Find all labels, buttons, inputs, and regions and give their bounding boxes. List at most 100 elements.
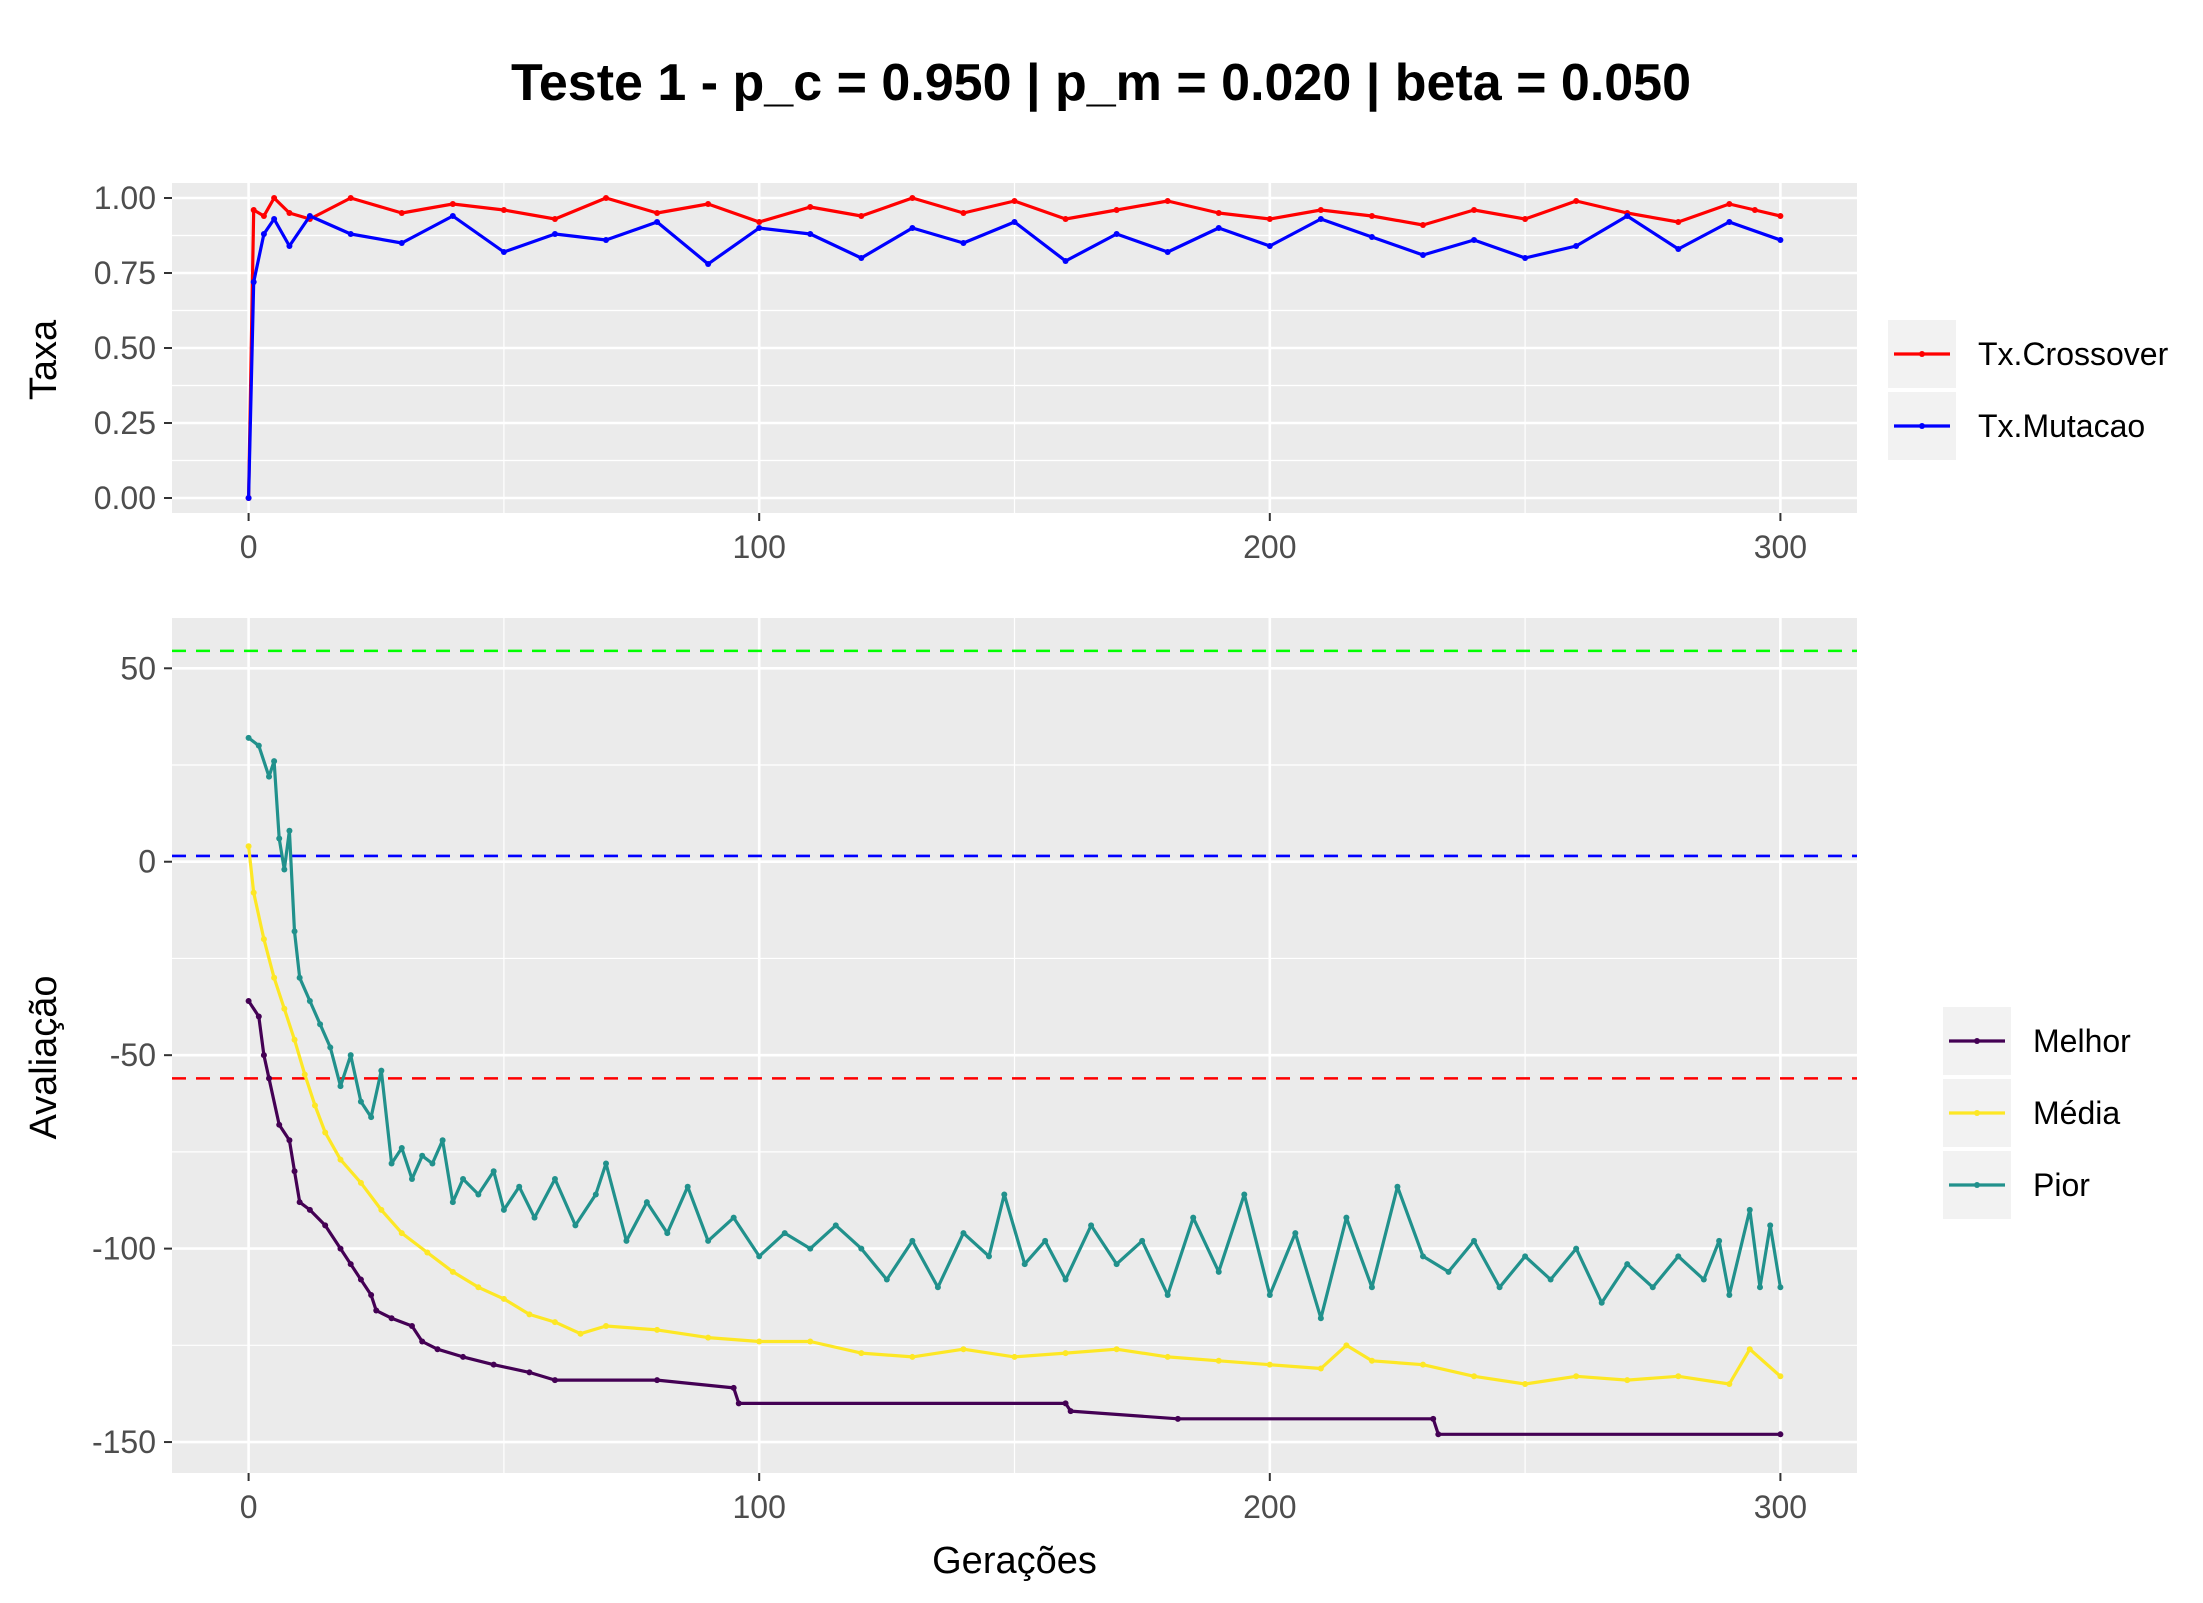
data-point	[500, 249, 507, 255]
data-point	[1624, 1377, 1631, 1384]
data-point	[490, 1168, 497, 1175]
data-point	[500, 1206, 507, 1213]
data-point	[1021, 1261, 1028, 1268]
y-tick-label: 1.00	[94, 180, 156, 216]
data-point	[1215, 225, 1222, 231]
data-point	[705, 201, 712, 207]
data-point	[1700, 1276, 1707, 1283]
data-point	[475, 1284, 482, 1291]
data-point	[1471, 1373, 1478, 1380]
data-point	[1624, 213, 1631, 219]
legend-label: Média	[2033, 1095, 2120, 1131]
data-point	[1394, 1183, 1401, 1190]
data-point	[551, 1377, 558, 1384]
data-point	[398, 1230, 405, 1237]
data-point	[388, 1315, 395, 1322]
data-point	[1777, 1373, 1784, 1380]
data-point	[271, 195, 278, 201]
series-line-tx-crossover	[247, 196, 1781, 499]
data-point	[1317, 216, 1324, 222]
data-point	[337, 1245, 344, 1252]
data-point	[347, 195, 354, 201]
data-point	[960, 1230, 967, 1237]
data-point	[1777, 213, 1784, 219]
data-point	[337, 1083, 344, 1090]
data-point	[347, 1052, 354, 1059]
data-point	[858, 1245, 865, 1252]
data-point	[337, 1156, 344, 1163]
data-point	[276, 1121, 283, 1128]
data-point	[551, 231, 558, 237]
data-point	[909, 225, 916, 231]
data-point	[388, 1160, 395, 1167]
data-point	[250, 889, 257, 896]
data-point	[347, 1261, 354, 1268]
data-point	[735, 1400, 742, 1407]
y-tick-label: 50	[120, 650, 156, 686]
data-point	[500, 1295, 507, 1302]
data-point	[756, 1253, 763, 1260]
data-point	[266, 773, 273, 780]
data-point	[1624, 1261, 1631, 1268]
data-point	[603, 237, 610, 243]
evaluation-panel: 0 100 200 300 -150 -100 -50 0 50 Avaliação Geraçõe…	[23, 618, 2131, 1582]
data-point	[1496, 1284, 1503, 1291]
data-point	[909, 195, 916, 201]
data-point	[449, 1268, 456, 1275]
data-point	[1726, 219, 1733, 225]
data-point	[286, 243, 293, 249]
data-point	[1726, 201, 1733, 207]
data-point	[807, 204, 814, 210]
y-axis-title: Taxa	[23, 319, 65, 400]
y-tick-label: 0.75	[94, 255, 156, 291]
data-point	[664, 1230, 671, 1237]
data-point	[985, 1253, 992, 1260]
data-point	[756, 225, 763, 231]
data-point	[526, 1311, 533, 1318]
data-point	[1139, 1237, 1146, 1244]
data-point	[398, 240, 405, 246]
data-point	[1675, 1373, 1682, 1380]
data-point	[301, 1071, 308, 1078]
data-point	[1716, 1237, 1723, 1244]
data-point	[286, 827, 293, 834]
data-point	[266, 1075, 273, 1082]
data-point	[1343, 1342, 1350, 1349]
data-point	[500, 207, 507, 213]
data-point	[449, 201, 456, 207]
data-point	[1368, 1357, 1375, 1364]
data-point	[1001, 1191, 1008, 1198]
legend-label: Tx.Mutacao	[1978, 408, 2145, 444]
data-point	[883, 1276, 890, 1283]
data-point	[1726, 1381, 1733, 1388]
data-point	[705, 261, 712, 267]
data-point	[260, 231, 267, 237]
data-point	[357, 1098, 364, 1105]
data-point	[260, 1052, 267, 1059]
data-point	[654, 219, 661, 225]
data-point	[1547, 1276, 1554, 1283]
data-point	[623, 1237, 630, 1244]
data-point	[1777, 1284, 1784, 1291]
data-point	[516, 1183, 523, 1190]
data-point	[572, 1222, 579, 1229]
data-point	[1011, 1353, 1018, 1360]
data-point	[730, 1384, 737, 1391]
data-point	[1746, 1346, 1753, 1353]
data-point	[306, 213, 313, 219]
data-point	[296, 974, 303, 981]
data-point	[245, 734, 252, 741]
data-point	[654, 210, 661, 216]
data-point	[475, 1191, 482, 1198]
data-point	[551, 216, 558, 222]
legend: Melhor Média Pior	[1943, 1007, 2131, 1219]
data-point	[1164, 1353, 1171, 1360]
data-point	[1266, 216, 1273, 222]
legend-label: Pior	[2033, 1167, 2090, 1203]
data-point	[909, 1353, 916, 1360]
data-point	[1573, 1373, 1580, 1380]
data-point	[1471, 207, 1478, 213]
data-point	[1726, 1292, 1733, 1299]
data-point	[1522, 216, 1529, 222]
